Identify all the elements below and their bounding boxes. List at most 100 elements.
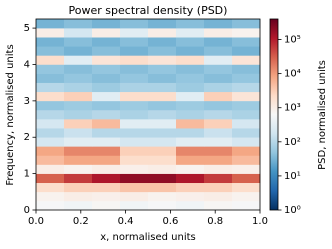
heatmap-cell [232, 100, 261, 111]
heatmap-cell [148, 146, 177, 156]
x-tick-label: 1.0 [252, 216, 268, 227]
heatmap-cell [64, 64, 93, 74]
heatmap-cell [92, 146, 121, 156]
heatmap-cell [204, 82, 233, 93]
heatmap-cell [148, 137, 177, 147]
heatmap-cell [120, 164, 149, 174]
heatmap-cell [36, 173, 65, 184]
heatmap-cell [148, 128, 177, 138]
y-tick-label: 2 [24, 132, 30, 143]
heatmap-cell [232, 119, 261, 129]
heatmap-cell [204, 146, 233, 156]
heatmap-cell [92, 46, 121, 56]
heatmap-cell [176, 55, 205, 65]
heatmap-cell [36, 91, 65, 102]
heatmap-cell [92, 19, 121, 29]
heatmap-cell [148, 28, 177, 38]
heatmap-cell [120, 37, 149, 47]
heatmap-cell [176, 191, 205, 202]
plot-frame [35, 18, 261, 211]
heatmap-cell [36, 64, 65, 74]
x-tick-label: 0.8 [207, 216, 223, 227]
heatmap-cell [120, 64, 149, 74]
heatmap-cell [92, 173, 121, 184]
heatmap-cell [176, 164, 205, 174]
heatmap-cell [148, 37, 177, 47]
heatmap-cell [176, 46, 205, 56]
heatmap-cell [64, 191, 93, 202]
heatmap-cell [148, 155, 177, 165]
heatmap-cell [36, 19, 65, 29]
heatmap-cell [232, 200, 261, 211]
heatmap-cell [232, 28, 261, 38]
heatmap-cell [120, 73, 149, 83]
heatmap-cell [176, 173, 205, 184]
heatmap-cell [92, 182, 121, 193]
heatmap-cell [92, 100, 121, 111]
heatmap-cell [120, 46, 149, 56]
heatmap-cell [148, 82, 177, 93]
heatmap-cell [36, 128, 65, 138]
colorbar [269, 18, 279, 211]
heatmap-cell [204, 200, 233, 211]
heatmap-cell [148, 191, 177, 202]
heatmap-cell [176, 91, 205, 102]
heatmap-cell [148, 200, 177, 211]
heatmap-cell [120, 100, 149, 111]
heatmap-cell [64, 55, 93, 65]
heatmap-cell [64, 82, 93, 93]
heatmap-cell [92, 55, 121, 65]
heatmap-cell [148, 55, 177, 65]
y-tick-label: 4 [24, 59, 30, 70]
heatmap-cell [176, 182, 205, 193]
heatmap-cell [36, 100, 65, 111]
heatmap-cell [204, 100, 233, 111]
heatmap-cell [36, 109, 65, 120]
heatmap-cell [232, 73, 261, 83]
heatmap-cell [176, 200, 205, 211]
heatmap-cell [176, 155, 205, 165]
heatmap-cell [204, 128, 233, 138]
heatmap-cell [36, 155, 65, 165]
heatmap-cell [232, 137, 261, 147]
heatmap-cell [92, 91, 121, 102]
heatmap-cell [176, 128, 205, 138]
heatmap-cell [64, 173, 93, 184]
heatmap-cell [36, 73, 65, 83]
heatmap-cell [36, 146, 65, 156]
heatmap-cell [92, 82, 121, 93]
heatmap-cell [176, 137, 205, 147]
heatmap-cell [64, 119, 93, 129]
heatmap-cell [92, 64, 121, 74]
heatmap-cell [120, 119, 149, 129]
x-tick-label: 0.2 [73, 216, 89, 227]
heatmap-cell [92, 137, 121, 147]
heatmap-cell [64, 73, 93, 83]
heatmap-cell [120, 19, 149, 29]
heatmap-cell [92, 28, 121, 38]
y-tick-label: 1 [24, 169, 30, 180]
heatmap-cell [232, 155, 261, 165]
x-tick-label: 0.6 [162, 216, 178, 227]
heatmap-cell [120, 137, 149, 147]
heatmap-cell [232, 91, 261, 102]
heatmap-cell [120, 55, 149, 65]
heatmap-cell [204, 64, 233, 74]
heatmap-cell [120, 173, 149, 184]
colorbar-tick-label: 10⁴ [284, 69, 301, 80]
colorbar-tick-label: 10⁵ [284, 35, 301, 46]
heatmap-cell [204, 173, 233, 184]
heatmap-cell [92, 128, 121, 138]
heatmap-cell [176, 37, 205, 47]
heatmap-cell [232, 109, 261, 120]
heatmap-cell [232, 182, 261, 193]
heatmap-cell [120, 109, 149, 120]
heatmap-cell [64, 146, 93, 156]
heatmap-cell [36, 28, 65, 38]
heatmap-cell [204, 28, 233, 38]
heatmap-cell [120, 146, 149, 156]
heatmap-cell [148, 91, 177, 102]
heatmap-cell [176, 19, 205, 29]
